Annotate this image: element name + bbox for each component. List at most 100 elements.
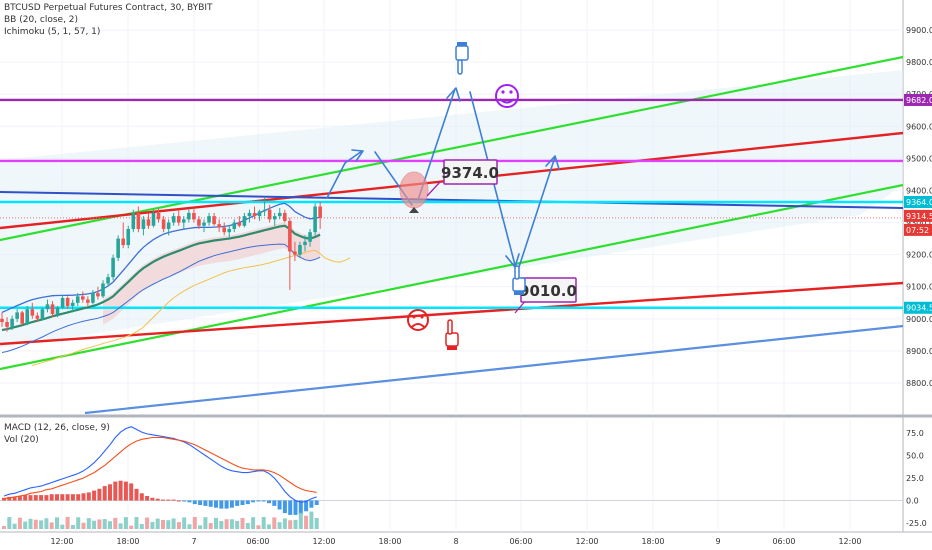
candle-body	[247, 212, 252, 217]
macd-hist-bar	[33, 495, 38, 501]
macd-hist-bar	[229, 500, 234, 508]
macd-hist-bar	[192, 500, 197, 505]
time-tick-label: 06:00	[509, 537, 532, 546]
volume-bar	[113, 517, 118, 529]
volume-bar	[251, 517, 256, 529]
macd-hist-bar	[293, 500, 298, 515]
candle-body	[166, 222, 171, 229]
candle-body	[232, 222, 237, 229]
macd-hist-bar	[282, 500, 287, 514]
time-tick-label: 18:00	[116, 537, 139, 546]
candle-body	[283, 212, 287, 221]
ichimoku-indicator-label[interactable]: Ichimoku (5, 1, 57, 1)	[4, 27, 101, 37]
macd-hist-bar	[97, 488, 102, 501]
candle-body	[242, 216, 247, 226]
volume-bar	[166, 520, 171, 529]
macd-hist-bar	[298, 500, 303, 514]
channel-fill	[0, 70, 903, 348]
volume-indicator-label[interactable]: Vol (20)	[4, 435, 39, 445]
macd-hist-bar	[65, 494, 70, 501]
volume-bar	[182, 517, 187, 529]
arrow-head-2	[446, 87, 461, 102]
blue-trendline-bottom[interactable]	[84, 324, 904, 415]
symbol-title[interactable]: BTCUSD Perpetual Futures Contract, 30, B…	[4, 3, 213, 13]
time-axis[interactable]: 12:00 18:00 7 06:00 12:00 18:00 8 06:00 12:00 18:…	[50, 537, 861, 546]
candle-body	[50, 304, 55, 315]
red-trendline-lower[interactable]	[0, 281, 904, 346]
macd-hist-bar	[267, 500, 271, 504]
green-trendline-lower[interactable]	[0, 183, 904, 371]
macd-hist-bar	[123, 481, 128, 501]
green-trendline-upper[interactable]	[0, 55, 904, 242]
macd-hist-bar	[129, 483, 134, 501]
volume-bar	[293, 519, 298, 529]
candle-body	[192, 212, 196, 220]
volume-bar	[161, 519, 165, 529]
callout-9374[interactable]: 9374.0	[426, 159, 499, 197]
volume-bar	[298, 512, 303, 529]
price-tag-text: 9034.5	[906, 304, 932, 313]
candle-body	[318, 206, 322, 218]
macd-hist-bar	[219, 500, 224, 509]
candle-body	[141, 219, 146, 229]
candle-body	[5, 322, 9, 327]
time-tick-label: 8	[453, 537, 458, 546]
macd-hist-bar	[235, 500, 240, 506]
volume-bar	[145, 517, 150, 529]
macd-tick-label: 50.0	[906, 452, 924, 461]
candle-body	[20, 312, 24, 324]
callout-9010[interactable]: 9010.0	[514, 277, 577, 314]
ichimoku-cloud	[103, 222, 321, 325]
candle-body	[288, 220, 292, 252]
time-tick-label: 12:00	[50, 537, 73, 546]
arrow-up-3	[517, 156, 556, 271]
macd-hist-bar	[49, 494, 54, 501]
time-tick-label: 7	[191, 537, 196, 546]
candle-body	[116, 238, 120, 258]
volume-bar	[187, 524, 192, 529]
volume-bar	[155, 518, 160, 529]
candle-body	[298, 245, 302, 255]
volume-bar	[118, 523, 123, 529]
candle-body	[25, 309, 30, 324]
candle-body	[75, 296, 80, 303]
candle-body	[212, 216, 216, 225]
macd-axis[interactable]: 75.0 50.0 25.0 0.0 -25.0	[906, 429, 927, 528]
volume-bar	[65, 517, 70, 529]
macd-hist-bar	[224, 500, 229, 509]
price-tag-text: 07:52	[906, 226, 929, 235]
bb-indicator-label[interactable]: BB (20, close, 2)	[4, 15, 79, 25]
candle-body	[161, 219, 166, 229]
macd-hist-bar	[17, 496, 22, 501]
highlight-circle	[399, 171, 429, 209]
price-tick-label: 8900.0	[906, 347, 932, 356]
macd-indicator-label[interactable]: MACD (12, 26, close, 9)	[4, 423, 110, 433]
callout-9010-text: 9010.0	[519, 282, 577, 300]
candle-body	[277, 212, 282, 217]
volume-bar	[150, 521, 155, 529]
volume-bar	[139, 524, 144, 529]
price-tick-label: 9600.0	[906, 122, 932, 131]
candle-body	[40, 309, 45, 319]
volume-bar	[23, 521, 28, 529]
candle-body	[81, 296, 85, 300]
candlesticks	[0, 196, 322, 332]
callout-9374-box	[443, 159, 498, 185]
price-tags: 9682.0 9364.0 9314.5 07:52 9034.5	[904, 93, 932, 314]
price-tag-bg	[904, 93, 932, 106]
macd-hist-bar	[261, 500, 266, 502]
volume-bar	[2, 526, 6, 529]
price-tick-label: 9800.0	[906, 58, 932, 67]
macd-hist-bar	[256, 500, 261, 502]
arrow-up-1	[326, 150, 363, 199]
candle-body	[267, 209, 272, 220]
volume-bar	[92, 520, 97, 529]
macd-tick-label: 0.0	[906, 497, 919, 506]
time-tick-label: 18:00	[641, 537, 664, 546]
volume-bar	[219, 521, 224, 529]
macd-hist-bar	[2, 497, 6, 501]
macd-hist-bar	[12, 496, 17, 501]
blue-resistance-line[interactable]	[0, 191, 904, 209]
